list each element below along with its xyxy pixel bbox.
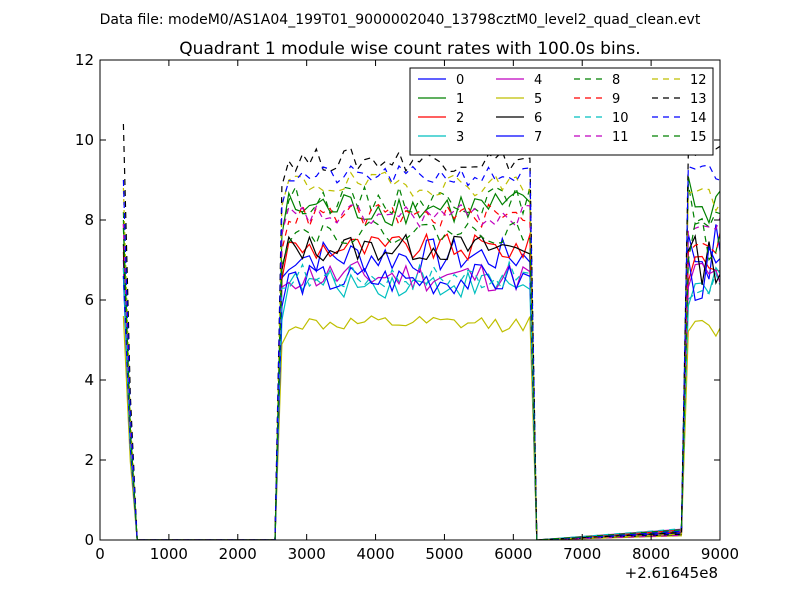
legend-label-12: 12 — [690, 73, 707, 88]
plot-area: 0 1000 2000 3000 4000 5000 6000 7000 8000 9000 0 2 4… — [75, 51, 739, 563]
series-line-10 — [122, 260, 720, 540]
y-tick-label: 0 — [84, 531, 94, 549]
legend-label-7: 7 — [534, 130, 542, 145]
y-tick-label: 2 — [84, 451, 94, 469]
legend-label-6: 6 — [534, 111, 542, 126]
y-tick-label: 10 — [75, 131, 94, 149]
series-line-14 — [122, 164, 720, 540]
chart-title: Quadrant 1 module wise count rates with … — [179, 39, 640, 59]
legend-label-5: 5 — [534, 92, 542, 107]
x-tick-label: 5000 — [425, 545, 463, 563]
legend-label-13: 13 — [690, 92, 707, 107]
x-tick-label: 0 — [95, 545, 105, 563]
series-layer — [122, 123, 720, 540]
y-tick-label: 8 — [84, 211, 94, 229]
x-tick-label: 2000 — [219, 545, 257, 563]
legend-label-2: 2 — [456, 111, 464, 126]
legend-label-1: 1 — [456, 92, 464, 107]
x-offset-label: +2.61645e8 — [625, 564, 718, 582]
series-line-5 — [122, 315, 720, 540]
legend-box — [409, 67, 714, 156]
y-tick-label: 6 — [84, 291, 94, 309]
legend-label-11: 11 — [612, 130, 629, 145]
x-tick-label: 3000 — [288, 545, 326, 563]
legend-label-10: 10 — [612, 111, 629, 126]
y-tick-label: 4 — [84, 371, 94, 389]
series-line-15 — [122, 217, 720, 540]
x-tick-label: 4000 — [356, 545, 394, 563]
x-tick-label: 7000 — [563, 545, 601, 563]
legend-label-3: 3 — [456, 130, 464, 145]
x-tick-label: 1000 — [150, 545, 188, 563]
suptitle: Data file: modeM0/AS1A04_199T01_90000020… — [100, 12, 701, 28]
legend-label-8: 8 — [612, 73, 620, 88]
x-tick-label: 6000 — [494, 545, 532, 563]
series-line-11 — [122, 203, 720, 540]
legend-label-14: 14 — [690, 111, 707, 126]
ticks-layer: 0 1000 2000 3000 4000 5000 6000 7000 8000 9000 0 2 4… — [75, 51, 739, 563]
x-tick-label: 9000 — [701, 545, 739, 563]
legend-label-15: 15 — [690, 130, 707, 145]
y-tick-label: 12 — [75, 51, 94, 69]
x-tick-label: 8000 — [632, 545, 670, 563]
legend-label-4: 4 — [534, 73, 542, 88]
legend-label-0: 0 — [456, 73, 464, 88]
legend-label-9: 9 — [612, 92, 620, 107]
series-line-7 — [122, 245, 720, 540]
series-line-13 — [122, 123, 720, 540]
